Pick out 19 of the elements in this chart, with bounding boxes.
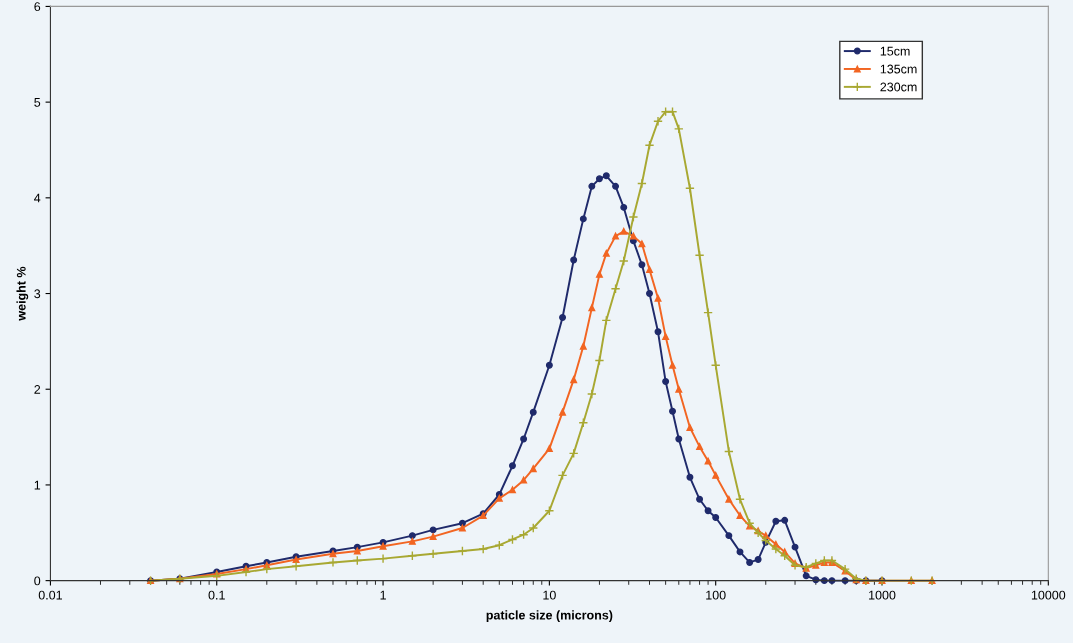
legend-label: 230cm (880, 82, 917, 92)
x-tick-label: 10000 (1031, 590, 1066, 600)
x-tick-label: 0.1 (208, 590, 225, 600)
y-tick-label: 5 (34, 98, 41, 107)
x-tick-label: 1 (380, 590, 386, 600)
y-tick-label: 6 (34, 2, 41, 12)
y-tick-label: 0 (34, 576, 41, 586)
y-tick-label: 3 (34, 289, 41, 299)
legend-label: 135cm (880, 64, 917, 74)
x-tick-label: 100 (706, 590, 726, 600)
legend-label: 15cm (880, 46, 910, 56)
y-tick-label: 4 (34, 193, 41, 203)
y-tick-label: 1 (34, 480, 41, 490)
x-tick-label: 0.01 (38, 590, 62, 600)
x-axis-title: paticle size (microns) (486, 610, 613, 622)
x-tick-label: 10 (543, 590, 556, 600)
y-axis-title: weight % (16, 266, 29, 321)
y-tick-label: 2 (34, 385, 41, 394)
x-tick-label: 1000 (869, 590, 896, 600)
